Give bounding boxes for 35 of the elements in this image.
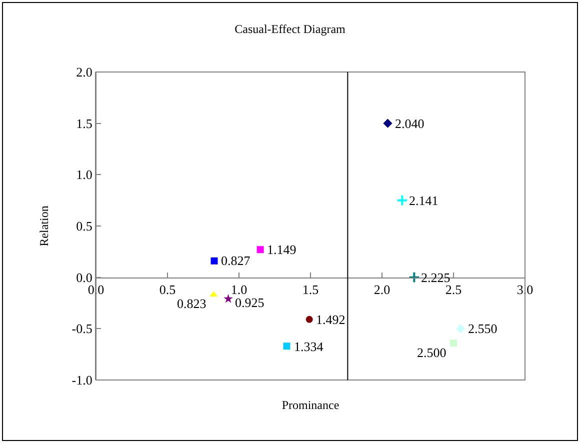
annotation: 0.823 [177,296,206,311]
x-tick-label: 2.0 [374,282,390,297]
y-tick-label: 1.0 [76,167,92,182]
point [210,257,218,264]
annotation: 2.500 [417,345,446,360]
x-axis-title: Prominance [282,398,340,412]
annotation: 1.492 [316,312,346,327]
point [256,246,264,254]
x-tick-label: 3.0 [516,282,534,297]
x-tick-label: 1.0 [230,282,248,297]
y-tick-label: -0.5 [72,321,92,336]
annotation: 2.550 [468,321,498,336]
y-tick-label: 0.5 [76,218,92,234]
annotation: 2.040 [395,116,424,131]
annotation: 2.141 [409,193,438,208]
x-tick-label: 0.5 [159,282,176,297]
point [456,324,466,334]
annotation: 0.827 [221,253,251,268]
annotation: 1.149 [267,242,296,257]
y-tick-label: 2.0 [76,64,92,80]
point [396,194,408,206]
x-tick-label: 1.5 [302,282,319,297]
point [210,291,218,297]
point [283,342,290,350]
annotation: 0.925 [235,295,264,310]
y-tick-label: -1.0 [72,372,92,388]
annotation: 1.334 [294,339,324,354]
y-axis-title: Relation [37,206,52,246]
y-tick-label: 1.5 [76,116,92,131]
point [224,294,233,303]
point [408,271,420,284]
point [306,316,313,323]
chart-title: Casual-Effect Diagram [234,22,346,36]
point [383,118,392,128]
point [450,340,457,347]
